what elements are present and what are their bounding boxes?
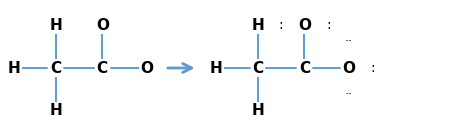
Text: :: : — [370, 61, 375, 75]
Text: H: H — [8, 61, 20, 75]
Text: H: H — [252, 103, 264, 118]
Text: C: C — [252, 61, 264, 75]
Text: ··: ·· — [301, 0, 309, 4]
Text: O: O — [96, 18, 109, 33]
Text: :: : — [278, 18, 283, 32]
Text: O: O — [298, 18, 311, 33]
Text: :: : — [326, 18, 331, 32]
Text: H: H — [49, 18, 62, 33]
Text: C: C — [97, 61, 108, 75]
Text: C: C — [50, 61, 62, 75]
Text: ··: ·· — [345, 35, 353, 48]
Text: H: H — [210, 61, 222, 75]
Text: O: O — [140, 61, 153, 75]
Text: H: H — [252, 18, 264, 33]
Text: H: H — [49, 103, 62, 118]
Text: ··: ·· — [345, 88, 353, 101]
Text: O: O — [342, 61, 355, 75]
Text: C: C — [299, 61, 310, 75]
